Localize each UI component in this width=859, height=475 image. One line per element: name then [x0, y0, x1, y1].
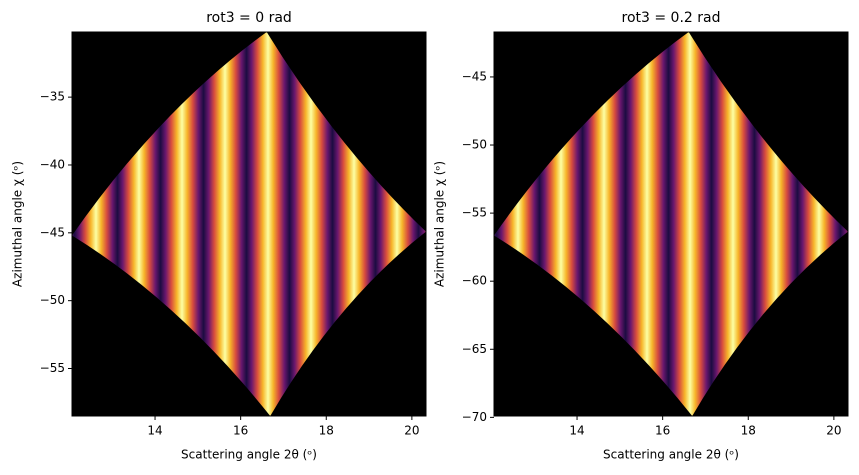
x-tick-label: 14	[147, 424, 162, 438]
y-tick-label: −45	[40, 225, 65, 239]
y-tick-label: −60	[462, 274, 487, 288]
y-tick-label: −35	[40, 90, 65, 104]
x-tick-label: 20	[404, 424, 419, 438]
x-tick-label: 14	[569, 424, 584, 438]
axes-frame	[493, 31, 849, 417]
x-tick-label: 18	[741, 424, 756, 438]
y-axis-label: Azimuthal angle χ (ᵒ)	[11, 161, 25, 287]
y-tick-label: −55	[40, 361, 65, 375]
axes-frame	[71, 31, 427, 417]
x-tick-label: 16	[233, 424, 248, 438]
x-axis-label: Scattering angle 2θ (ᵒ)	[603, 448, 739, 462]
intensity-region	[72, 32, 426, 416]
y-tick-label: −65	[462, 342, 487, 356]
intensity-region	[494, 32, 848, 416]
x-tick-label: 20	[826, 424, 841, 438]
y-tick-label: −70	[462, 410, 487, 424]
x-tick-label: 18	[319, 424, 334, 438]
y-tick-label: −50	[40, 293, 65, 307]
y-tick-label: −50	[462, 138, 487, 152]
y-tick-label: −55	[462, 206, 487, 220]
image	[72, 32, 426, 416]
x-tick-label: 16	[655, 424, 670, 438]
chart-title: rot3 = 0 rad	[206, 10, 292, 26]
y-axis-label: Azimuthal angle χ (ᵒ)	[433, 161, 447, 287]
x-axis-label: Scattering angle 2θ (ᵒ)	[181, 448, 317, 462]
y-tick-label: −40	[40, 157, 65, 171]
image	[494, 32, 848, 416]
chart-title: rot3 = 0.2 rad	[622, 10, 721, 26]
y-tick-label: −45	[462, 69, 487, 83]
